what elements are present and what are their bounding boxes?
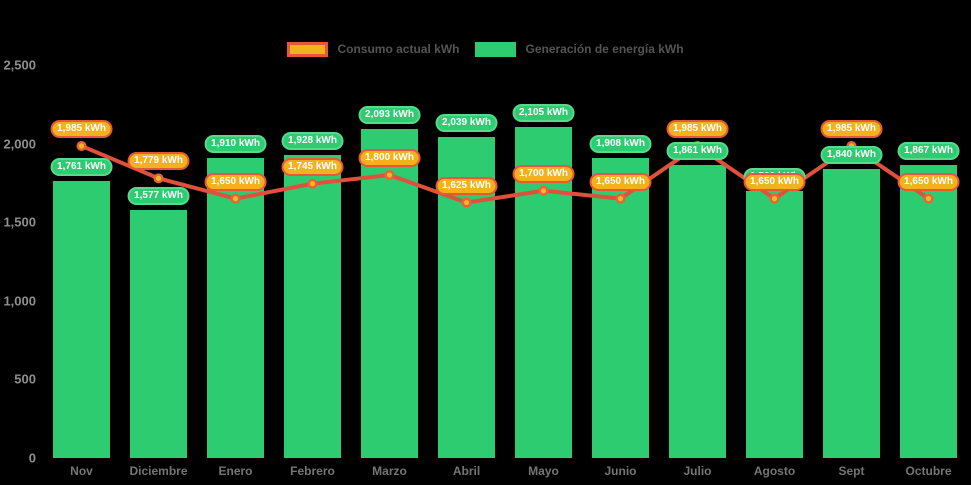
x-axis-label-agosto: Agosto (753, 464, 796, 478)
bar-sept[interactable] (823, 168, 880, 458)
generacion-label-marzo: 2,093 kWh (358, 105, 421, 124)
generacion-label-junio: 1,908 kWh (589, 135, 652, 154)
legend-item-generacion[interactable]: Generación de energía kWh (475, 41, 684, 57)
legend-label-generacion: Generación de energía kWh (525, 42, 684, 56)
x-axis-label-sept: Sept (838, 464, 865, 478)
consumo-label-enero: 1,650 kWh (204, 172, 267, 191)
consumo-point-diciembre[interactable] (153, 173, 164, 184)
x-axis-label-julio: Julio (683, 464, 712, 478)
consumo-point-enero[interactable] (230, 193, 241, 204)
y-axis-tick-2,500: 2,500 (3, 57, 36, 73)
generacion-label-julio: 1,861 kWh (666, 142, 729, 161)
consumo-label-abril: 1,625 kWh (435, 176, 498, 195)
x-axis-label-octubre: Octubre (905, 464, 952, 478)
consumo-label-nov: 1,985 kWh (50, 119, 113, 138)
consumo-label-julio: 1,985 kWh (666, 119, 729, 138)
y-axis-tick-2,000: 2,000 (3, 136, 36, 152)
bar-febrero[interactable] (284, 154, 341, 458)
generacion-label-mayo: 2,105 kWh (512, 104, 575, 123)
y-axis-tick-1,500: 1,500 (3, 214, 36, 230)
x-axis-label-nov: Nov (70, 464, 93, 478)
consumo-point-febrero[interactable] (307, 178, 318, 189)
generacion-label-febrero: 1,928 kWh (281, 131, 344, 150)
consumo-label-marzo: 1,800 kWh (358, 149, 421, 168)
consumo-label-octubre: 1,650 kWh (897, 172, 960, 191)
consumo-point-octubre[interactable] (923, 193, 934, 204)
consumo-label-febrero: 1,745 kWh (281, 157, 344, 176)
consumo-swatch-icon (287, 41, 329, 57)
x-axis-label-abril: Abril (452, 464, 481, 478)
x-axis-label-febrero: Febrero (290, 464, 335, 478)
consumo-point-junio[interactable] (615, 193, 626, 204)
consumo-point-agosto[interactable] (769, 193, 780, 204)
generacion-swatch-icon (475, 41, 517, 57)
legend-item-consumo[interactable]: Consumo actual kWh (287, 41, 460, 57)
consumo-label-junio: 1,650 kWh (589, 172, 652, 191)
x-axis-label-mayo: Mayo (528, 464, 559, 478)
bar-junio[interactable] (592, 158, 649, 458)
bar-diciembre[interactable] (130, 210, 187, 458)
y-axis-tick-1,000: 1,000 (3, 293, 36, 309)
generacion-label-sept: 1,840 kWh (820, 145, 883, 164)
consumo-label-sept: 1,985 kWh (820, 119, 883, 138)
generacion-label-enero: 1,910 kWh (204, 134, 267, 153)
chart-legend: Consumo actual kWh Generación de energía… (0, 39, 971, 59)
consumo-label-diciembre: 1,779 kWh (127, 152, 190, 171)
generacion-label-diciembre: 1,577 kWh (127, 187, 190, 206)
consumo-point-abril[interactable] (461, 197, 472, 208)
y-axis-tick-0: 0 (28, 450, 36, 466)
bar-octubre[interactable] (900, 164, 957, 458)
bar-agosto[interactable] (746, 190, 803, 458)
x-axis-label-enero: Enero (218, 464, 253, 478)
bar-enero[interactable] (207, 157, 264, 458)
x-axis-label-junio: Junio (604, 464, 637, 478)
generacion-label-octubre: 1,867 kWh (897, 141, 960, 160)
generacion-label-nov: 1,761 kWh (50, 158, 113, 177)
consumo-point-nov[interactable] (76, 140, 87, 151)
consumo-point-marzo[interactable] (384, 170, 395, 181)
consumo-label-agosto: 1,650 kWh (743, 172, 806, 191)
y-axis-tick-500: 500 (14, 371, 36, 387)
x-axis-label-diciembre: Diciembre (129, 464, 188, 478)
x-axis-label-marzo: Marzo (372, 464, 407, 478)
generacion-label-abril: 2,039 kWh (435, 114, 498, 133)
consumo-point-mayo[interactable] (538, 185, 549, 196)
bar-julio[interactable] (669, 165, 726, 458)
consumo-label-mayo: 1,700 kWh (512, 164, 575, 183)
legend-label-consumo: Consumo actual kWh (337, 42, 460, 56)
bar-nov[interactable] (53, 181, 110, 458)
